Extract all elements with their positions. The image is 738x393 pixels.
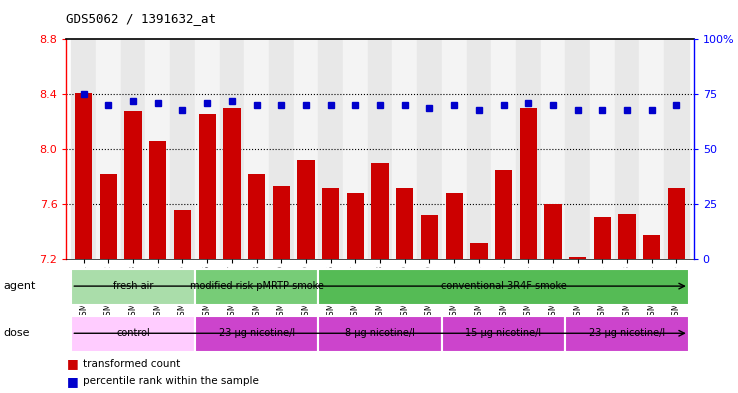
Text: agent: agent	[4, 281, 36, 291]
Text: 23 μg nicotine/l: 23 μg nicotine/l	[218, 328, 294, 338]
Bar	[195, 39, 219, 259]
Bar	[615, 39, 639, 259]
Bar	[590, 39, 615, 259]
Bar	[393, 39, 417, 259]
Bar	[149, 141, 167, 259]
Bar	[492, 39, 516, 259]
Bar	[495, 170, 512, 259]
Bar	[75, 93, 92, 259]
Bar	[565, 39, 590, 259]
Bar	[643, 235, 661, 259]
Bar	[343, 39, 368, 259]
Text: conventional 3R4F smoke: conventional 3R4F smoke	[441, 281, 567, 291]
Bar	[199, 114, 215, 259]
Bar	[593, 217, 611, 259]
Bar	[442, 39, 466, 259]
Bar	[520, 108, 537, 259]
Bar	[125, 111, 142, 259]
Bar	[72, 39, 96, 259]
Bar	[269, 39, 294, 259]
Bar	[318, 269, 689, 305]
Bar	[516, 39, 541, 259]
Bar	[664, 39, 689, 259]
Bar	[545, 204, 562, 259]
Text: dose: dose	[4, 328, 30, 338]
Bar	[96, 39, 121, 259]
Bar	[294, 39, 318, 259]
Text: GDS5062 / 1391632_at: GDS5062 / 1391632_at	[66, 12, 216, 25]
Bar	[541, 39, 565, 259]
Bar	[442, 316, 565, 352]
Bar	[322, 188, 339, 259]
Text: modified risk pMRTP smoke: modified risk pMRTP smoke	[190, 281, 323, 291]
Text: 23 μg nicotine/l: 23 μg nicotine/l	[589, 328, 665, 338]
Text: ■: ■	[66, 357, 78, 370]
Text: fresh air: fresh air	[113, 281, 154, 291]
Bar	[145, 39, 170, 259]
Bar	[272, 186, 290, 259]
Bar	[318, 39, 343, 259]
Bar	[371, 163, 389, 259]
Bar	[297, 160, 314, 259]
Text: transformed count: transformed count	[83, 358, 180, 369]
Bar	[618, 214, 635, 259]
Bar	[195, 269, 318, 305]
Bar	[195, 316, 318, 352]
Bar	[368, 39, 393, 259]
Bar	[174, 210, 191, 259]
Text: control: control	[116, 328, 150, 338]
Bar	[417, 39, 442, 259]
Bar	[639, 39, 664, 259]
Bar	[347, 193, 364, 259]
Bar	[100, 174, 117, 259]
Bar	[668, 188, 685, 259]
Bar	[396, 188, 413, 259]
Bar	[421, 215, 438, 259]
Bar	[72, 316, 195, 352]
Text: 15 μg nicotine/l: 15 μg nicotine/l	[466, 328, 542, 338]
Bar	[470, 243, 488, 259]
Bar	[72, 269, 195, 305]
Bar	[569, 257, 586, 259]
Bar	[244, 39, 269, 259]
Bar	[318, 316, 442, 352]
Text: percentile rank within the sample: percentile rank within the sample	[83, 376, 258, 386]
Bar	[466, 39, 492, 259]
Bar	[565, 316, 689, 352]
Text: ■: ■	[66, 375, 78, 388]
Bar	[121, 39, 145, 259]
Text: 8 μg nicotine/l: 8 μg nicotine/l	[345, 328, 415, 338]
Bar	[248, 174, 265, 259]
Bar	[446, 193, 463, 259]
Bar	[223, 108, 241, 259]
Bar	[219, 39, 244, 259]
Bar	[170, 39, 195, 259]
